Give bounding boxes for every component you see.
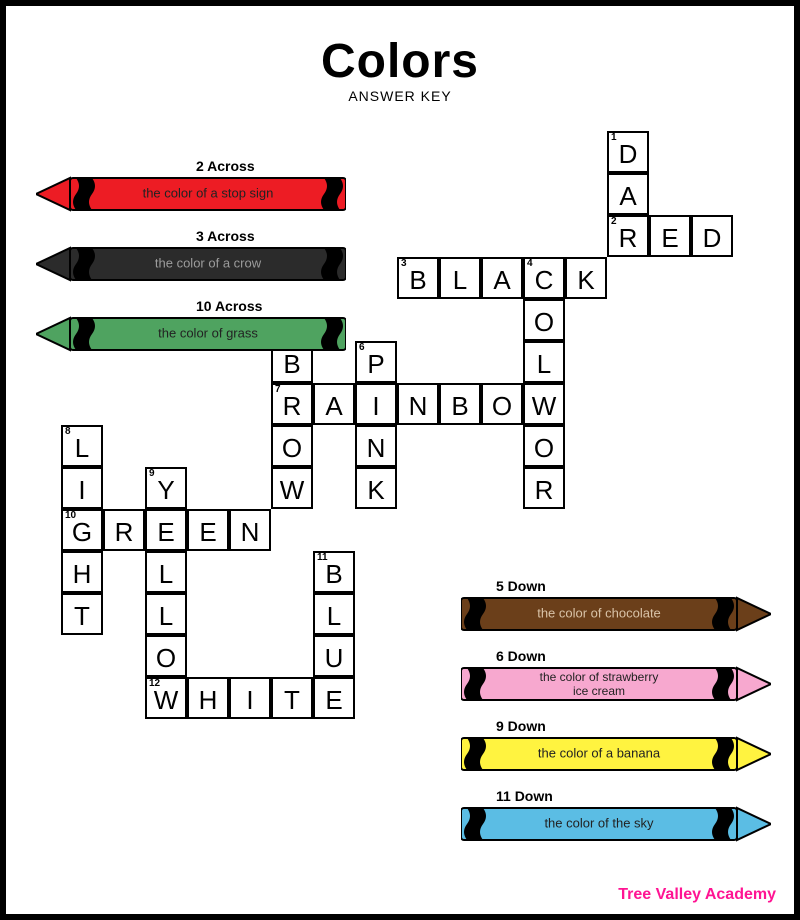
grid-cell: B bbox=[439, 383, 481, 425]
grid-cell: T bbox=[61, 593, 103, 635]
crayon-icon: the color of chocolate bbox=[461, 596, 771, 632]
grid-cell: K bbox=[565, 257, 607, 299]
clue-label: 6 Down bbox=[496, 648, 546, 664]
grid-cell: O bbox=[271, 425, 313, 467]
grid-cell-number: 3 bbox=[401, 258, 407, 270]
clue-label: 10 Across bbox=[196, 298, 262, 314]
grid-cell: H bbox=[187, 677, 229, 719]
grid-cell: H bbox=[61, 551, 103, 593]
grid-cell: U bbox=[313, 635, 355, 677]
grid-cell: I bbox=[355, 383, 397, 425]
svg-text:the color of a banana: the color of a banana bbox=[538, 745, 661, 760]
grid-cell: T bbox=[271, 677, 313, 719]
grid-cell: D bbox=[691, 215, 733, 257]
clue-label: 11 Down bbox=[496, 788, 553, 804]
grid-cell: N bbox=[355, 425, 397, 467]
grid-cell-number: 11 bbox=[317, 552, 328, 564]
grid-cell: W12 bbox=[145, 677, 187, 719]
grid-cell-number: 10 bbox=[65, 510, 76, 522]
grid-cell: L bbox=[145, 551, 187, 593]
grid-cell: E bbox=[187, 509, 229, 551]
grid-cell: N bbox=[397, 383, 439, 425]
svg-text:the color of grass: the color of grass bbox=[158, 325, 258, 340]
crayon-icon: the color of a stop sign bbox=[36, 176, 346, 212]
grid-cell: R bbox=[523, 467, 565, 509]
grid-cell: K bbox=[355, 467, 397, 509]
svg-text:the color of strawberry: the color of strawberry bbox=[540, 670, 659, 684]
grid-cell-number: 6 bbox=[359, 342, 365, 354]
grid-cell: Y9 bbox=[145, 467, 187, 509]
grid-cell-number: 4 bbox=[527, 258, 533, 270]
grid-cell: L bbox=[439, 257, 481, 299]
grid-cell: L bbox=[523, 341, 565, 383]
grid-cell: I bbox=[61, 467, 103, 509]
clue-label: 2 Across bbox=[196, 158, 255, 174]
grid-cell: N bbox=[229, 509, 271, 551]
grid-cell: O bbox=[145, 635, 187, 677]
grid-cell: G10 bbox=[61, 509, 103, 551]
grid-cell-number: 7 bbox=[275, 384, 281, 396]
grid-cell: R2 bbox=[607, 215, 649, 257]
clue-label: 9 Down bbox=[496, 718, 546, 734]
grid-cell: E bbox=[145, 509, 187, 551]
grid-cell: P6 bbox=[355, 341, 397, 383]
svg-text:the color of the sky: the color of the sky bbox=[544, 815, 654, 830]
grid-cell: R bbox=[103, 509, 145, 551]
svg-text:the color of a stop sign: the color of a stop sign bbox=[143, 185, 274, 200]
grid-cell: A bbox=[481, 257, 523, 299]
grid-cell: W bbox=[523, 383, 565, 425]
grid-cell: E bbox=[649, 215, 691, 257]
grid-cell-number: 8 bbox=[65, 426, 71, 438]
svg-text:the color of a crow: the color of a crow bbox=[155, 255, 262, 270]
grid-cell: L8 bbox=[61, 425, 103, 467]
svg-text:the color of chocolate: the color of chocolate bbox=[537, 605, 661, 620]
clue-label: 3 Across bbox=[196, 228, 255, 244]
grid-cell: E bbox=[313, 677, 355, 719]
grid-cell: C4 bbox=[523, 257, 565, 299]
grid-cell: I bbox=[229, 677, 271, 719]
page-title: Colors bbox=[6, 34, 794, 89]
grid-cell: B11 bbox=[313, 551, 355, 593]
grid-cell: W bbox=[271, 467, 313, 509]
grid-cell-number: 12 bbox=[149, 678, 160, 690]
grid-cell: R7 bbox=[271, 383, 313, 425]
grid-cell: O bbox=[523, 299, 565, 341]
crayon-icon: the color of strawberry ice cream bbox=[461, 666, 771, 702]
page-subtitle: ANSWER KEY bbox=[6, 88, 794, 104]
crayon-icon: the color of the sky bbox=[461, 806, 771, 842]
footer-credit: Tree Valley Academy bbox=[618, 886, 776, 904]
grid-cell-number: 2 bbox=[611, 216, 617, 228]
grid-cell: D1 bbox=[607, 131, 649, 173]
crayon-icon: the color of a crow bbox=[36, 246, 346, 282]
grid-cell: B3 bbox=[397, 257, 439, 299]
svg-text:ice cream: ice cream bbox=[573, 684, 625, 698]
grid-cell: L bbox=[313, 593, 355, 635]
grid-cell: O bbox=[523, 425, 565, 467]
crayon-icon: the color of a banana bbox=[461, 736, 771, 772]
grid-cell: O bbox=[481, 383, 523, 425]
grid-cell-number: 1 bbox=[611, 132, 617, 144]
clue-label: 5 Down bbox=[496, 578, 546, 594]
grid-cell: L bbox=[145, 593, 187, 635]
crayon-icon: the color of grass bbox=[36, 316, 346, 352]
page-frame: Colors ANSWER KEY D1AR2EDB3LAC4KOLB5P6R7… bbox=[0, 0, 800, 920]
grid-cell: A bbox=[607, 173, 649, 215]
grid-cell: A bbox=[313, 383, 355, 425]
grid-cell-number: 9 bbox=[149, 468, 155, 480]
